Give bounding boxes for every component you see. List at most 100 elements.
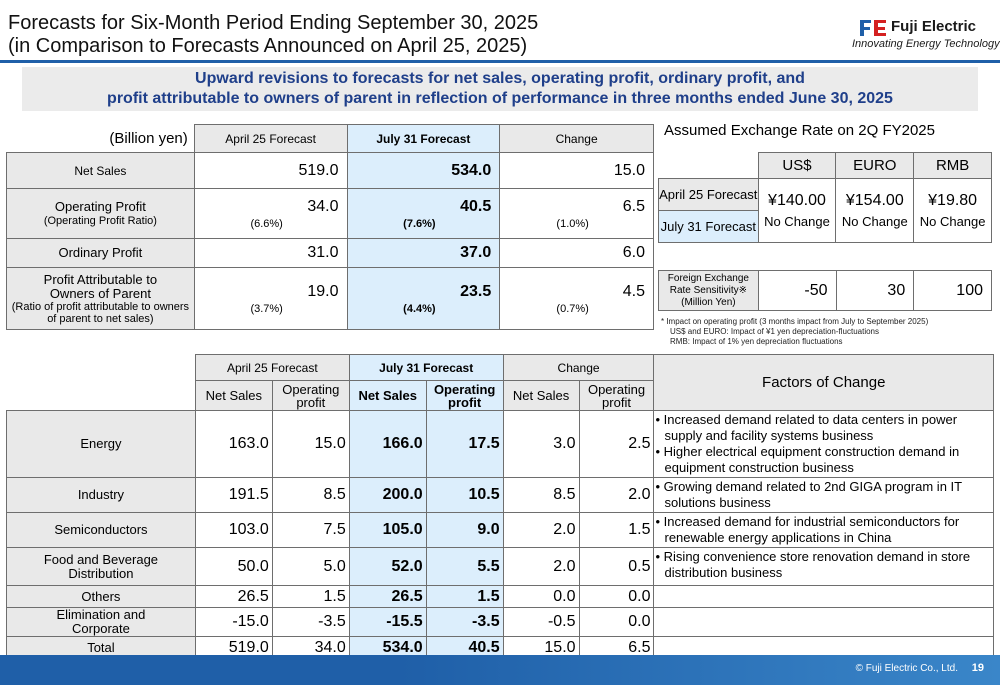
segment-value: -0.5: [502, 607, 580, 637]
headline-banner: Upward revisions to forecasts for net sa…: [22, 67, 978, 111]
segment-value: 1.5: [271, 585, 350, 608]
segment-value: 3.0: [502, 410, 580, 478]
rmb-sensitivity: 100: [913, 270, 992, 311]
profit-attributable-july: 23.5 (4.4%): [346, 267, 501, 330]
note-line-2: US$ and EURO: Impact of ¥1 yen depreciat…: [670, 327, 879, 336]
segment-value: 6.5: [578, 636, 655, 659]
segment-value: 8.5: [271, 477, 350, 513]
sub-header-net-sales: Net Sales: [502, 380, 580, 411]
factor-of-change: [653, 585, 994, 608]
segment-value: 166.0: [348, 410, 427, 478]
profit-attributable-april: 19.0 (3.7%): [193, 267, 348, 330]
table-row: Operating Profit (Operating Profit Ratio…: [6, 188, 654, 239]
segment-label: Energy: [6, 410, 196, 478]
net-sales-april: 519.0: [193, 152, 348, 189]
usd-rate: ¥140.00 No Change: [757, 178, 837, 243]
net-sales-change: 15.0: [499, 152, 654, 189]
row-label-operating-profit: Operating Profit (Operating Profit Ratio…: [6, 188, 195, 239]
exchange-footnote: * Impact on operating profit (3 months i…: [661, 317, 928, 347]
factor-of-change: Increased demand for industrial semicond…: [653, 512, 994, 548]
rmb-rate: ¥19.80 No Change: [913, 178, 992, 243]
segment-label: Elimination and Corporate: [6, 607, 196, 637]
logo-name: Fuji Electric: [891, 18, 977, 35]
table-row: Others 26.5 1.5 26.5 1.5 0.0 0.0: [6, 585, 994, 608]
segment-value: 105.0: [348, 512, 427, 548]
segment-value: 7.5: [271, 512, 350, 548]
segment-value: 0.5: [578, 547, 655, 586]
exchange-rate-table: US$ EURO RMB April 25 Forecast ¥140.00 N…: [658, 152, 992, 243]
sub-header-net-sales: Net Sales: [194, 380, 273, 411]
factor-of-change: Rising convenience store renovation dema…: [653, 547, 994, 586]
net-sales-july: 534.0: [346, 152, 501, 189]
segment-value: -3.5: [271, 607, 350, 637]
note-line-1: * Impact on operating profit (3 months i…: [661, 317, 929, 326]
segment-value: -15.5: [348, 607, 427, 637]
row-label-april-forecast: April 25 Forecast: [658, 178, 759, 211]
table-row: Elimination and Corporate -15.0 -3.5 -15.5 -…: [6, 607, 994, 637]
segment-value: 17.5: [425, 410, 504, 478]
unit-label: (Billion yen): [109, 129, 188, 147]
title-line-2: (in Comparison to Forecasts Announced on…: [8, 35, 528, 57]
group-header-change: Change: [502, 354, 655, 381]
segment-forecast-table: April 25 Forecast July 31 Forecast Chang…: [6, 354, 994, 659]
row-label-ordinary-profit: Ordinary Profit: [6, 238, 195, 268]
factor-of-change: Increased demand related to data centers…: [653, 410, 994, 478]
segment-value: 15.0: [271, 410, 350, 478]
segment-value: 1.5: [425, 585, 504, 608]
summary-forecast-table: (Billion yen) April 25 Forecast July 31 …: [6, 124, 654, 330]
fx-sensitivity-table: Foreign Exchange Rate Sensitivity※ (Mill…: [658, 270, 992, 311]
operating-profit-label: Operating Profit: [54, 198, 146, 214]
profit-attributable-sublabel: (Ratio of profit attributable to owners …: [11, 300, 190, 325]
operating-profit-change: 6.5 (1.0%): [499, 188, 654, 239]
col-header-change: Change: [499, 124, 654, 153]
usd-sensitivity: -50: [757, 270, 837, 311]
segment-label: Others: [6, 585, 196, 608]
segment-value: 0.0: [578, 607, 655, 637]
segment-label: Food and Beverage Distribution: [6, 547, 196, 586]
col-header-april: April 25 Forecast: [193, 124, 348, 153]
profit-attributable-change: 4.5 (0.7%): [499, 267, 654, 330]
factors-header: Factors of Change: [653, 354, 994, 411]
corner-cell: [7, 381, 196, 411]
currency-euro: EURO: [835, 152, 915, 179]
row-label-net-sales: Net Sales: [6, 152, 195, 189]
euro-rate: ¥154.00 No Change: [835, 178, 915, 243]
operating-profit-april: 34.0 (6.6%): [193, 188, 348, 239]
sub-header-operating-profit: Operating profit: [271, 380, 350, 411]
segment-value: 1.5: [578, 512, 655, 548]
segment-value: 2.0: [578, 477, 655, 513]
footer-bar: © Fuji Electric Co., Ltd. 19: [0, 655, 1000, 685]
page-title: Forecasts for Six-Month Period Ending Se…: [8, 12, 538, 58]
operating-profit-july: 40.5 (7.6%): [346, 188, 501, 239]
table-row: Net Sales 519.0 534.0 15.0: [6, 152, 654, 189]
ordinary-profit-july: 37.0: [346, 238, 501, 268]
segment-value: 0.0: [578, 585, 655, 608]
factor-bullet: Increased demand related to data centers…: [664, 412, 989, 444]
sub-header-operating-profit: Operating profit: [425, 380, 504, 411]
table-row: Ordinary Profit 31.0 37.0 6.0: [6, 238, 654, 268]
factor-of-change: [653, 607, 994, 637]
row-label-july-forecast: July 31 Forecast: [658, 210, 759, 243]
table-row: Food and Beverage Distribution 50.0 5.0 52.…: [6, 547, 994, 586]
ordinary-profit-change: 6.0: [499, 238, 654, 268]
sub-header-net-sales: Net Sales: [348, 380, 427, 411]
segment-value: 50.0: [194, 547, 273, 586]
segment-value: 10.5: [425, 477, 504, 513]
company-logo: Fuji Electric Innovating Energy Technolo…: [852, 16, 1000, 54]
euro-sensitivity: 30: [835, 270, 915, 311]
row-label-profit-attributable: Profit Attributable to Owners of Parent …: [6, 267, 195, 330]
segment-value: -15.0: [194, 607, 273, 637]
operating-profit-sublabel: (Operating Profit Ratio): [43, 214, 157, 227]
col-header-july: July 31 Forecast: [346, 124, 501, 153]
logo-tagline: Innovating Energy Technology: [852, 38, 1000, 50]
factor-bullet: Increased demand for industrial semicond…: [664, 514, 989, 546]
factor-bullet: Higher electrical equipment construction…: [664, 444, 989, 476]
copyright: © Fuji Electric Co., Ltd.: [855, 663, 958, 674]
segment-value: 9.0: [425, 512, 504, 548]
sub-header-operating-profit: Operating profit: [578, 380, 655, 411]
segment-value: 0.0: [502, 585, 580, 608]
